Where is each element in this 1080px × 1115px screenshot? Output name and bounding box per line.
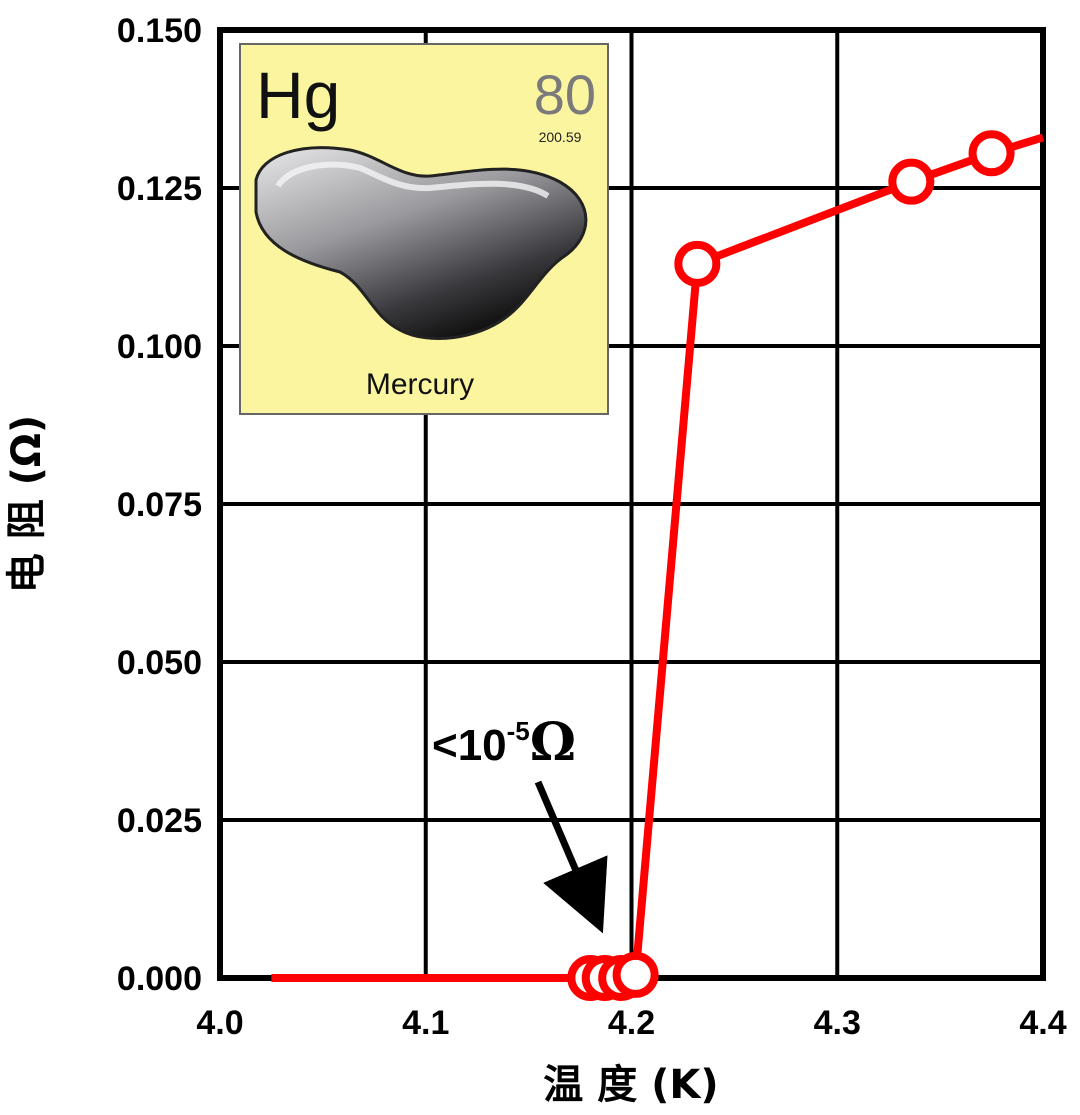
svg-text:<10-5Ω: <10-5Ω [432, 712, 576, 773]
x-tick-label: 4.3 [814, 1004, 861, 1042]
annotation-arrow [534, 780, 608, 934]
x-axis-label: 温 度 (K) [543, 1062, 718, 1108]
y-tick-label: 0.025 [117, 802, 202, 840]
y-tick-label: 0.125 [117, 170, 202, 208]
annotation-exponent: -5 [507, 716, 530, 746]
y-tick-label: 0.075 [117, 486, 202, 524]
y-tick-label: 0.000 [117, 960, 202, 998]
inset-symbol: Hg [256, 58, 340, 132]
x-tick-label: 4.4 [1019, 1004, 1066, 1042]
mercury-highlight [275, 161, 550, 199]
data-point [888, 158, 935, 205]
data-point [968, 130, 1015, 177]
y-tick-label: 0.150 [117, 12, 202, 50]
x-tick-label: 4.1 [402, 1004, 449, 1042]
series-resistance [271, 130, 1045, 1001]
data-point [612, 951, 659, 998]
x-axis: 4.0 4.1 4.2 4.3 4.4 [196, 1004, 1066, 1042]
y-axis: 0.000 0.025 0.050 0.075 0.100 0.125 0.150 [117, 12, 202, 998]
annotation-base: <10 [432, 721, 507, 770]
inset-atomic-mass: 200.59 [539, 129, 582, 145]
x-tick-label: 4.2 [608, 1004, 655, 1042]
annotation-unit: Ω [530, 712, 576, 773]
mercury-inset: Hg 80 200.59 Mercury [239, 43, 609, 415]
mercury-droplet [254, 146, 588, 341]
resistance-annotation: <10-5Ω [432, 712, 608, 934]
x-tick-label: 4.0 [196, 1004, 243, 1042]
inset-element-name: Mercury [366, 368, 474, 401]
data-point [674, 240, 721, 287]
inset-atomic-number: 80 [534, 63, 596, 126]
y-axis-label: 电 阻 (Ω) [4, 415, 50, 593]
y-tick-label: 0.050 [117, 644, 202, 682]
y-tick-label: 0.100 [117, 328, 202, 366]
